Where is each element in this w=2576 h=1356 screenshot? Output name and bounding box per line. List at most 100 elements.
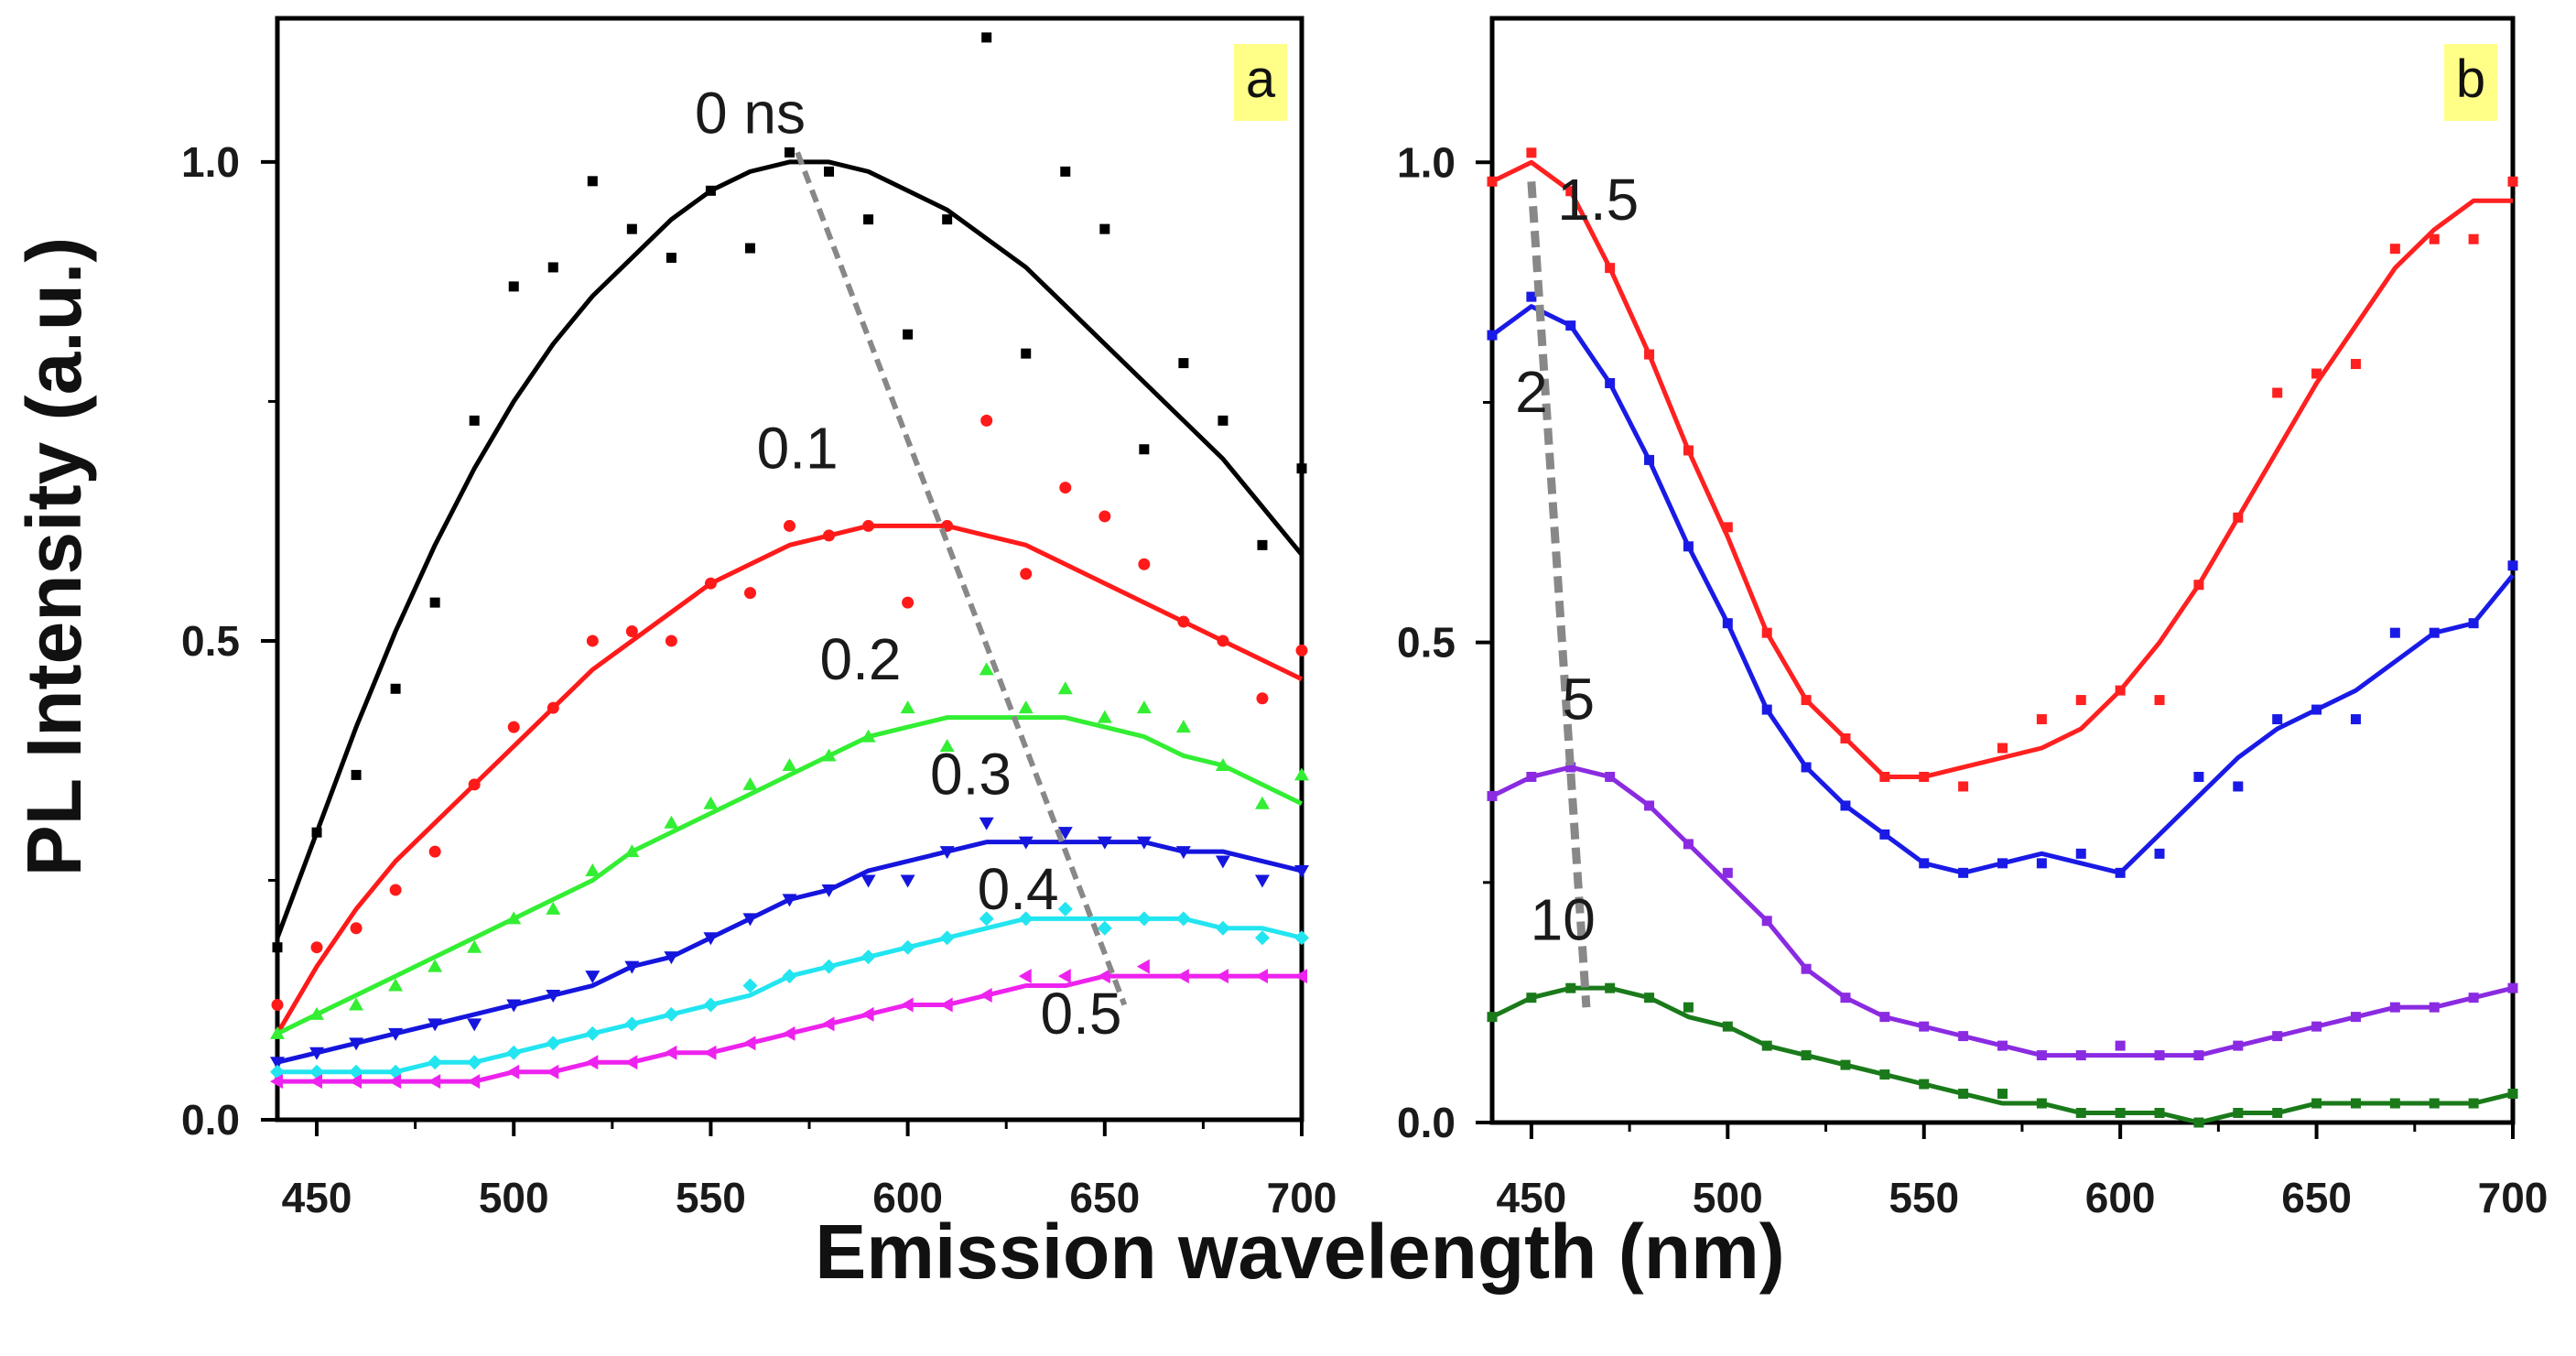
data-point [1605, 982, 1616, 993]
data-point [2272, 1108, 2283, 1119]
data-point [469, 415, 480, 426]
data-point [1136, 700, 1152, 714]
data-point [1526, 291, 1537, 302]
trend-guide-line [795, 151, 1128, 1006]
data-point [546, 1064, 559, 1079]
data-point [585, 1055, 599, 1070]
data-point [1487, 790, 1498, 801]
data-point [1879, 829, 1890, 840]
data-point [2075, 848, 2086, 859]
data-point [1801, 695, 1812, 706]
data-point [703, 997, 719, 1013]
data-point [860, 1006, 874, 1022]
data-point [1215, 920, 1230, 936]
data-point [388, 1027, 404, 1041]
y-tick-label: 0.0 [181, 1096, 240, 1144]
x-axis-title: Emission wavelength (nm) [815, 1209, 1785, 1295]
data-point [1997, 743, 2008, 754]
panel-a-series-labels: 0 ns 0.1 0.2 0.3 0.4 0.5 [695, 81, 1121, 1047]
x-tick-label: 700 [1267, 1174, 1337, 1221]
panel-a-frame [275, 16, 1304, 1123]
data-point [1683, 839, 1694, 850]
data-point [2075, 1050, 2086, 1061]
data-point [1840, 1059, 1851, 1070]
data-point [1683, 541, 1694, 552]
series-fit-line [275, 523, 1304, 1036]
data-point [1958, 781, 1969, 792]
data-point [743, 587, 756, 600]
series-fit-line [276, 715, 1304, 1036]
data-point [900, 939, 915, 955]
data-point [547, 262, 558, 273]
data-point [1605, 263, 1616, 274]
data-point [2036, 858, 2047, 869]
data-point [1057, 969, 1071, 984]
panel-b-chart: 1.5 2 5 10 b 450 500 550 600 650 700 0.0 0.5 1.0 [1397, 16, 2548, 1221]
data-point [900, 997, 914, 1013]
data-point [742, 913, 758, 927]
data-point [1059, 482, 1072, 494]
data-point [823, 529, 836, 542]
data-point [2115, 1040, 2126, 1051]
data-point [704, 577, 717, 590]
series-label: 0.1 [757, 416, 839, 482]
panel-b-marks [1487, 147, 2518, 1128]
data-point [1175, 969, 1189, 984]
data-point [272, 942, 283, 953]
data-point [1997, 1040, 2008, 1051]
data-point [1644, 454, 1655, 465]
panel-a-chart: 0 ns 0.1 0.2 0.3 0.4 0.5 a 450 500 550 600 650 700… [181, 16, 1337, 1221]
data-point [546, 990, 561, 1003]
data-point [2154, 1050, 2165, 1061]
trend-guide-line [1527, 180, 1591, 1008]
data-point [389, 884, 402, 896]
data-point [782, 894, 797, 907]
y-tick-label: 0.5 [181, 617, 240, 665]
data-point [939, 739, 955, 753]
data-point [979, 911, 994, 927]
data-point [467, 1074, 481, 1090]
series-label: 2 [1515, 359, 1548, 425]
data-point [981, 32, 992, 43]
data-point [1215, 855, 1230, 869]
data-point [942, 214, 953, 225]
data-point [1294, 930, 1309, 946]
data-point [2311, 1098, 2322, 1109]
series-fit-line [1490, 985, 2514, 1125]
data-point [1018, 836, 1034, 850]
x-tick-label: 500 [1693, 1174, 1763, 1221]
data-point [1178, 358, 1189, 369]
data-point [903, 329, 914, 340]
data-point [862, 519, 875, 532]
data-point [1644, 800, 1655, 811]
panel-b-frame [1489, 16, 2516, 1125]
data-point [1217, 635, 1229, 647]
data-point [900, 700, 915, 714]
data-point [665, 635, 677, 647]
data-point [624, 960, 640, 974]
data-point [2154, 695, 2165, 706]
data-point [1683, 1002, 1694, 1013]
data-point [1565, 762, 1576, 773]
data-point [664, 1045, 677, 1060]
data-point [2507, 1089, 2518, 1100]
data-point [2233, 1040, 2244, 1051]
data-point [1136, 911, 1152, 927]
data-point [1919, 1079, 1930, 1090]
data-point [1018, 700, 1034, 714]
data-point [2036, 714, 2047, 725]
data-point [585, 1025, 601, 1041]
data-point [508, 281, 519, 292]
data-point [1879, 771, 1890, 782]
data-point [1254, 874, 1270, 888]
data-point [1487, 1012, 1498, 1023]
panel-b-y-ticks: 0.0 0.5 1.0 [1397, 138, 1492, 1146]
data-point [2350, 1098, 2361, 1109]
data-point [1565, 982, 1576, 993]
data-point [2468, 233, 2479, 244]
series-label: 5 [1563, 667, 1596, 732]
y-tick-label: 1.0 [181, 138, 240, 186]
data-point [2075, 1108, 2086, 1119]
data-point [1565, 186, 1576, 197]
data-point [2115, 1108, 2126, 1119]
